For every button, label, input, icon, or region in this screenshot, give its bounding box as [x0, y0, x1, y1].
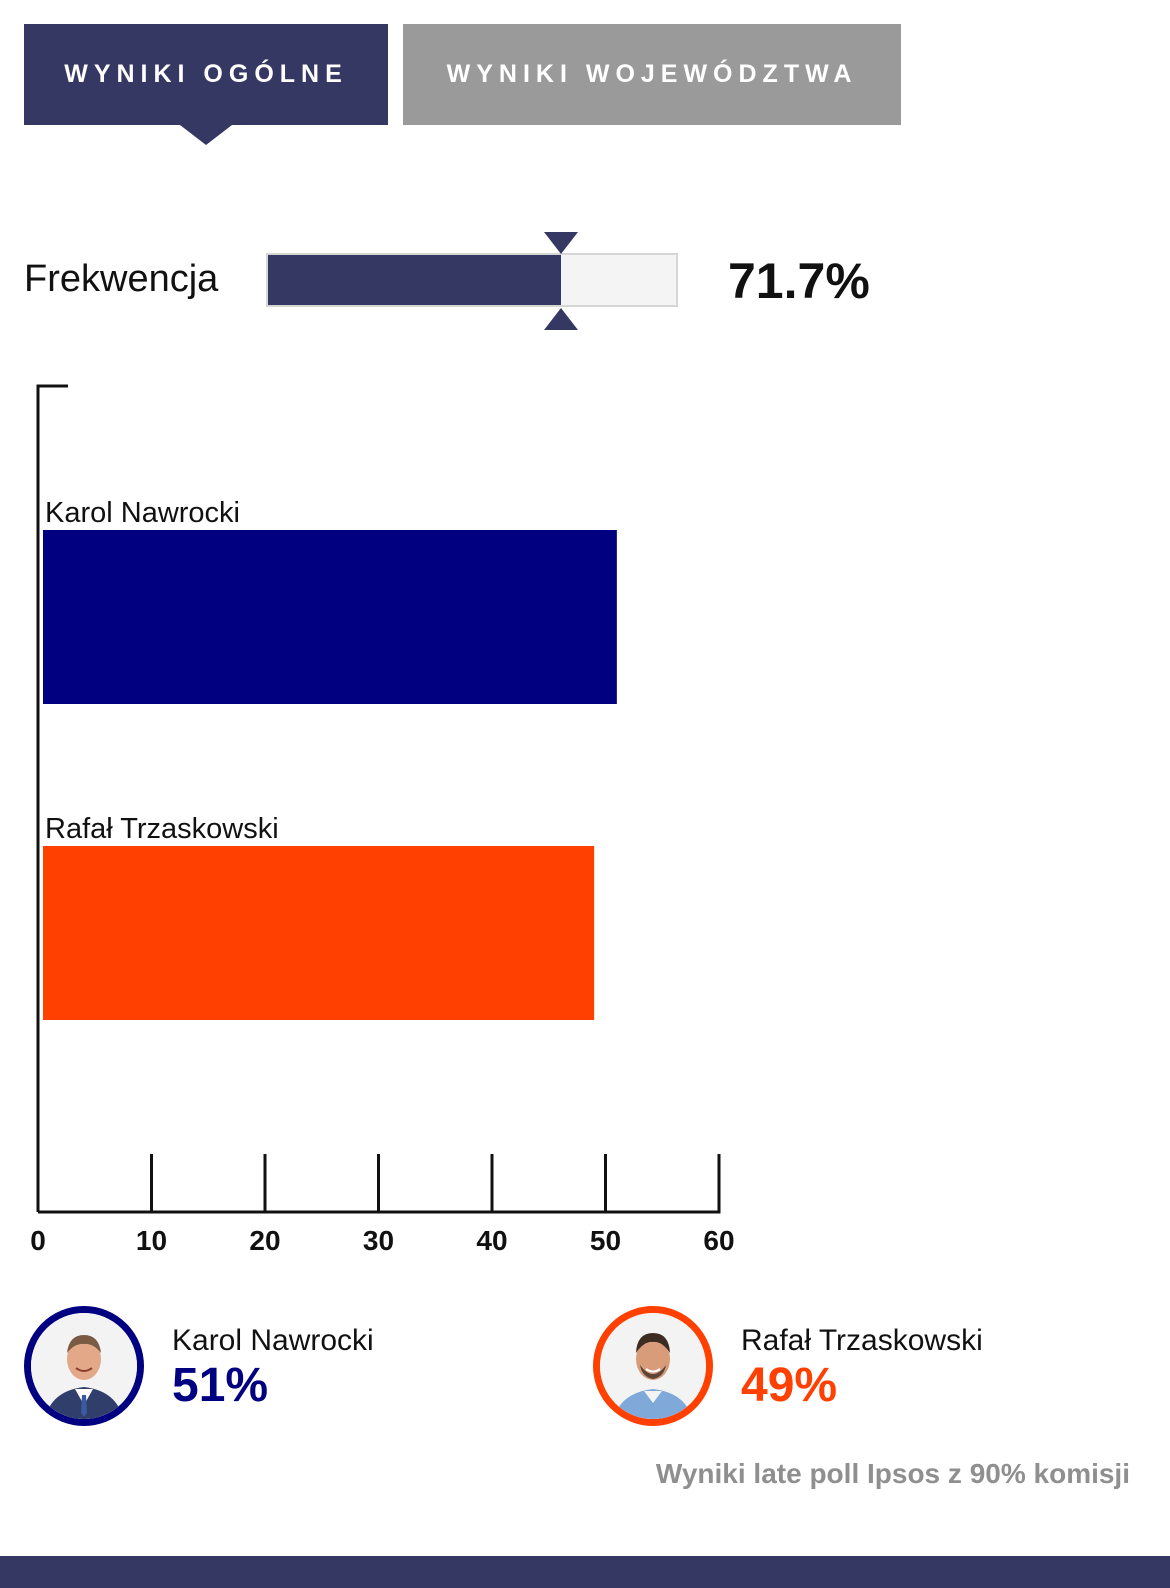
- legend-name-trzaskowski: Rafał Trzaskowski: [741, 1324, 983, 1357]
- candidate-portrait-icon: [31, 1313, 137, 1419]
- turnout-value: 71.7%: [728, 253, 870, 309]
- legend-percent-nawrocki: 51%: [172, 1359, 269, 1412]
- tab-regional-results[interactable]: WYNIKI WOJEWÓDZTWA: [403, 24, 901, 125]
- tab-general-results-label: WYNIKI OGÓLNE: [64, 60, 348, 88]
- bar-nawrocki: [43, 530, 617, 704]
- legend-percent-trzaskowski: 49%: [741, 1359, 838, 1412]
- candidate-avatar-trzaskowski: [593, 1306, 713, 1426]
- bar-trzaskowski: [43, 846, 595, 1020]
- x-tick-label: 60: [703, 1225, 734, 1256]
- turnout-marker-bottom-icon: [544, 308, 578, 330]
- turnout-bar: [266, 253, 678, 307]
- tab-general-results[interactable]: WYNIKI OGÓLNE: [24, 24, 388, 125]
- x-tick-label: 40: [476, 1225, 507, 1256]
- results-bar-chart: 0 10 20 30 40 50 60 Karol Nawrocki Rafał Trzasko…: [30, 384, 735, 1256]
- x-tick-label: 30: [363, 1225, 394, 1256]
- bottom-bar: [0, 1556, 1170, 1588]
- x-tick-label: 20: [249, 1225, 280, 1256]
- turnout-bar-fill: [268, 255, 561, 305]
- candidate-avatar-nawrocki: [24, 1306, 144, 1426]
- source-note: Wyniki late poll Ipsos z 90% komisji: [655, 1458, 1130, 1489]
- x-tick-label: 0: [30, 1225, 46, 1256]
- tab-regional-results-label: WYNIKI WOJEWÓDZTWA: [446, 60, 858, 88]
- turnout-marker-top-icon: [544, 232, 578, 254]
- x-tick-label: 50: [590, 1225, 621, 1256]
- active-tab-pointer: [180, 125, 232, 145]
- bar-label: Rafał Trzaskowski: [45, 813, 279, 845]
- y-axis-line: [36, 384, 68, 1212]
- candidate-portrait-icon: [600, 1313, 706, 1419]
- turnout-label: Frekwencja: [24, 258, 219, 300]
- legend-name-nawrocki: Karol Nawrocki: [172, 1324, 374, 1357]
- bar-label: Karol Nawrocki: [45, 497, 240, 529]
- x-tick-label: 10: [136, 1225, 167, 1256]
